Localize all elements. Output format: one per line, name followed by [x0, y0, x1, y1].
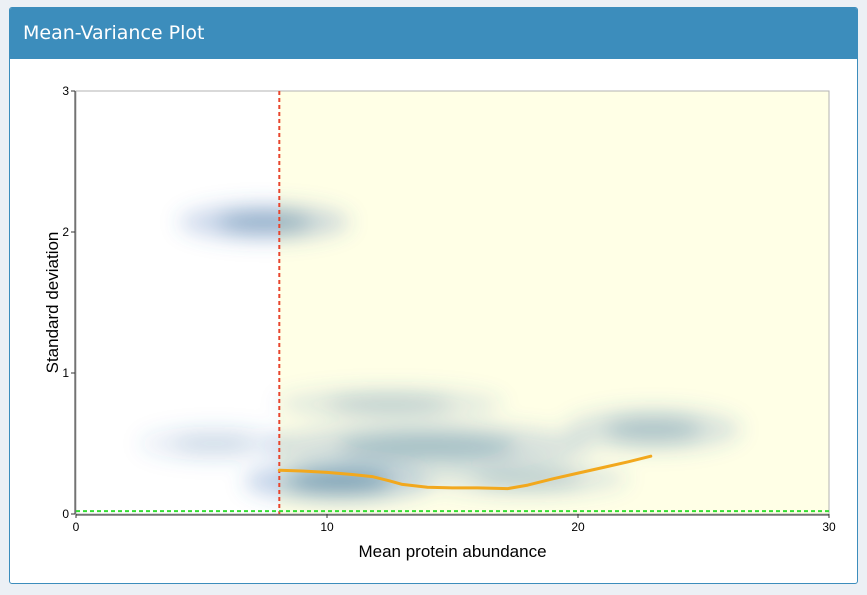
y-tick-label: 0 [62, 507, 69, 521]
plot-frame [75, 90, 830, 515]
y-axis-label: Standard deviation [43, 232, 62, 374]
x-tick-label: 30 [822, 520, 836, 534]
x-axis: 0 10 20 30 [73, 514, 836, 534]
density-core [217, 212, 312, 233]
y-tick-label: 1 [62, 366, 69, 380]
density-core [337, 433, 518, 459]
density-core [472, 469, 584, 489]
density-core [327, 395, 452, 413]
density-core [604, 417, 702, 442]
y-axis: 0 1 2 3 [62, 84, 76, 521]
y-tick-label: 3 [62, 84, 69, 98]
mean-variance-chart: 0 10 20 30 0 1 2 3 Mean protein abundance Stan… [43, 84, 836, 561]
x-axis-label: Mean protein abundance [358, 542, 546, 561]
density-layer [138, 203, 742, 502]
x-tick-label: 20 [571, 520, 585, 534]
y-tick-label: 2 [62, 225, 69, 239]
x-tick-label: 10 [320, 520, 334, 534]
x-tick-label: 0 [73, 520, 80, 534]
trend-line [277, 454, 653, 491]
box-title: Mean-Variance Plot [10, 8, 857, 59]
mean-variance-box: Mean-Variance Plot 0 10 20 30 0 1 2 3 Mean pro… [9, 7, 858, 584]
density-core [172, 434, 256, 453]
